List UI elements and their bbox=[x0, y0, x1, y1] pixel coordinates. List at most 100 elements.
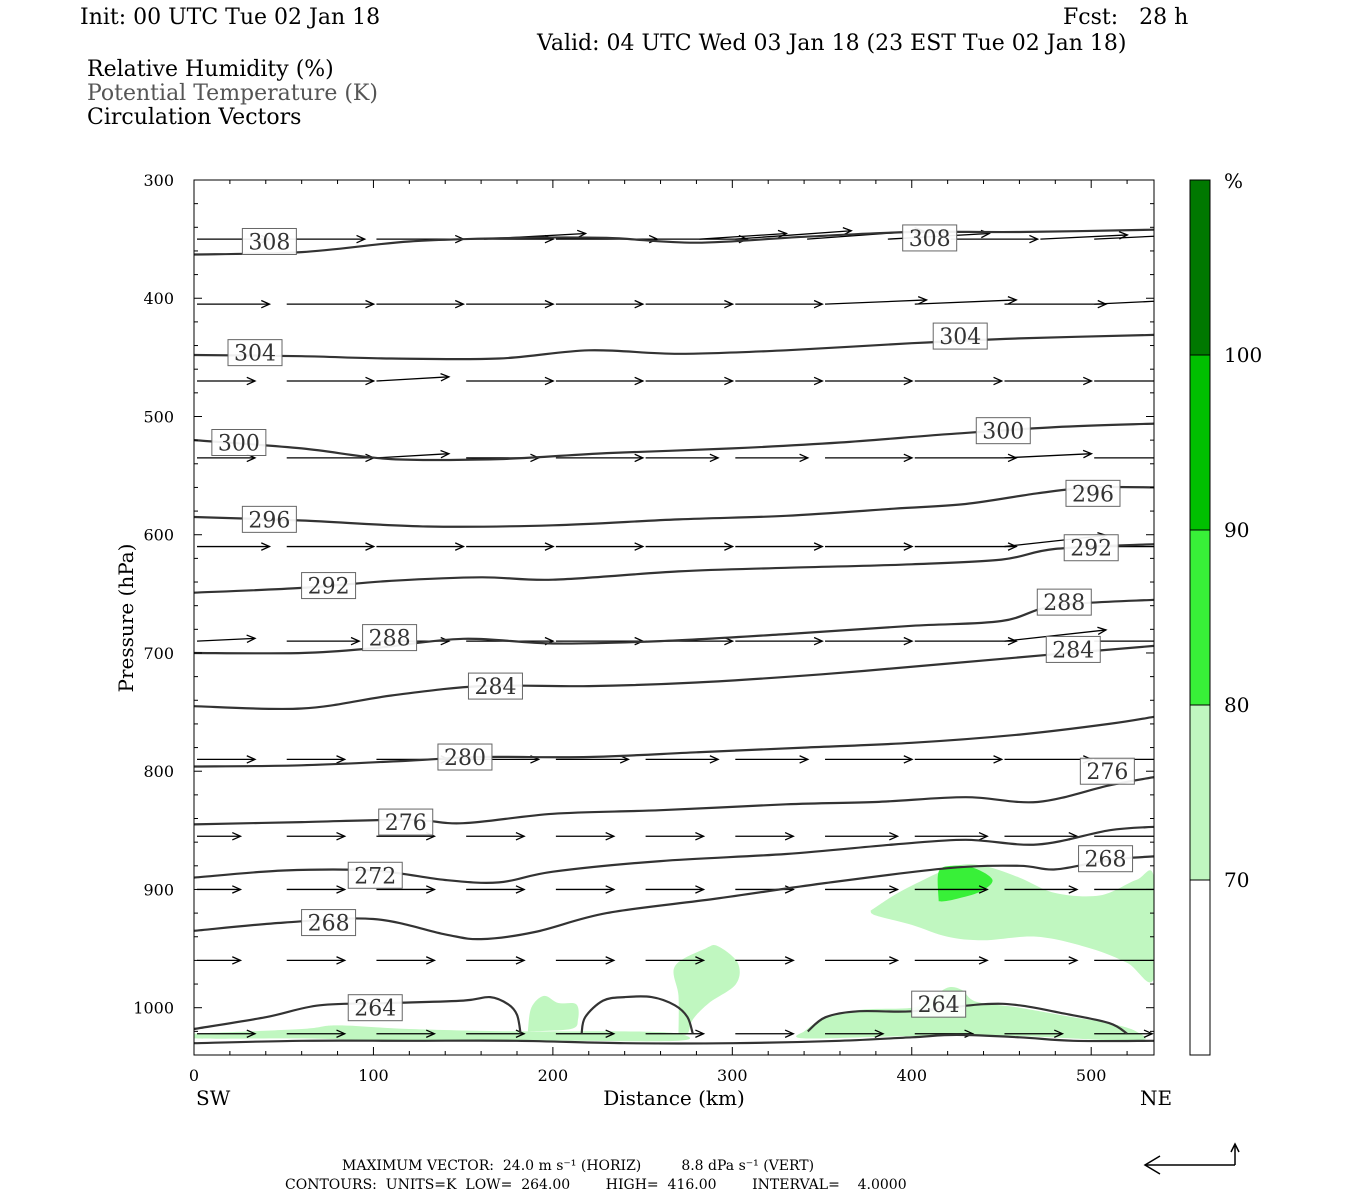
circulation-vector-86 bbox=[735, 831, 795, 841]
circulation-vector-120 bbox=[825, 1029, 885, 1038]
footer-contours: CONTOURS: UNITS=K LOW= 264.00 HIGH= 416.… bbox=[285, 1177, 907, 1193]
circulation-vector-68 bbox=[1094, 640, 1154, 642]
colorbar-level-80: 80 bbox=[1224, 693, 1249, 717]
circulation-vector-84 bbox=[555, 831, 616, 841]
svg-text:300: 300 bbox=[982, 420, 1024, 445]
contour-label-308-0-1: 308 bbox=[902, 224, 958, 252]
circulation-vector-95 bbox=[555, 885, 616, 894]
circulation-vector-34 bbox=[1004, 376, 1094, 386]
y-tick-label-900: 900 bbox=[143, 880, 174, 899]
theta-contour-264-14 bbox=[194, 1033, 1154, 1045]
circulation-vector-100 bbox=[1004, 885, 1079, 894]
y-axis-title: Pressure (hPa) bbox=[114, 544, 138, 693]
footer-max-vector: MAXIMUM VECTOR: 24.0 m s⁻¹ (HORIZ) 8.8 d… bbox=[342, 1158, 815, 1174]
valid-time: Valid: 04 UTC Wed 03 Jan 18 (23 EST Tue … bbox=[537, 31, 1127, 56]
svg-text:284: 284 bbox=[474, 675, 516, 700]
circulation-vector-115 bbox=[376, 1029, 437, 1038]
svg-text:304: 304 bbox=[234, 342, 276, 367]
circulation-vector-110 bbox=[914, 956, 989, 965]
circulation-vector-20 bbox=[735, 299, 824, 309]
circulation-vector-116 bbox=[466, 1029, 526, 1038]
contour-label-280-7-0: 280 bbox=[437, 743, 493, 771]
rh-region-70-2 bbox=[527, 995, 579, 1032]
contour-label-296-3-0: 296 bbox=[241, 505, 297, 533]
circulation-vector-13 bbox=[1094, 235, 1154, 240]
contour-label-292-4-0: 292 bbox=[301, 572, 357, 600]
circulation-vector-96 bbox=[645, 885, 706, 894]
circulation-vector-52 bbox=[645, 542, 735, 551]
circulation-vector-76 bbox=[825, 755, 914, 764]
svg-text:292: 292 bbox=[308, 575, 350, 600]
init-time: Init: 00 UTC Tue 02 Jan 18 bbox=[80, 5, 381, 30]
contour-label-300-2-1: 300 bbox=[975, 417, 1031, 445]
circulation-vector-65 bbox=[825, 636, 914, 646]
x-tick-label-500: 500 bbox=[1076, 1066, 1107, 1085]
circulation-vector-74 bbox=[645, 755, 720, 764]
circulation-vector-92 bbox=[286, 885, 347, 894]
x-tick-label-200: 200 bbox=[538, 1066, 569, 1085]
colorbar-swatch-3 bbox=[1189, 704, 1211, 881]
circulation-vector-122 bbox=[1004, 1029, 1065, 1038]
y-tick-label-1000: 1000 bbox=[133, 999, 174, 1018]
circulation-vector-54 bbox=[825, 542, 914, 551]
svg-text:288: 288 bbox=[369, 627, 411, 652]
svg-text:280: 280 bbox=[444, 746, 486, 771]
contour-label-272-9-0: 272 bbox=[347, 861, 403, 889]
circulation-vector-44 bbox=[914, 453, 1018, 463]
circulation-vector-121 bbox=[914, 1029, 975, 1038]
svg-text:268: 268 bbox=[1085, 848, 1127, 873]
circulation-vector-27 bbox=[376, 373, 451, 382]
circulation-vector-26 bbox=[286, 376, 376, 386]
circulation-vector-85 bbox=[645, 831, 706, 841]
circulation-vector-30 bbox=[645, 376, 735, 386]
theta-contour-264-13 bbox=[806, 1002, 1128, 1035]
contour-label-292-4-1: 292 bbox=[1063, 534, 1119, 562]
circulation-vector-33 bbox=[914, 376, 1004, 386]
theta-contour-280-7 bbox=[194, 715, 1154, 768]
svg-text:308: 308 bbox=[248, 230, 290, 255]
circulation-vector-18 bbox=[555, 299, 645, 309]
circulation-vector-41 bbox=[645, 453, 720, 463]
svg-text:296: 296 bbox=[1072, 482, 1114, 507]
circulation-vector-64 bbox=[735, 636, 824, 646]
circulation-vector-66 bbox=[914, 636, 1018, 646]
x-tick-label-0: 0 bbox=[189, 1066, 199, 1085]
circulation-vector-88 bbox=[914, 831, 989, 841]
circulation-vector-51 bbox=[555, 542, 645, 551]
circulation-vector-15 bbox=[286, 299, 376, 309]
circulation-vector-94 bbox=[466, 885, 526, 894]
svg-text:276: 276 bbox=[1086, 760, 1128, 785]
circulation-vector-114 bbox=[286, 1029, 347, 1038]
contour-label-300-2-0: 300 bbox=[211, 429, 267, 457]
circulation-vector-87 bbox=[825, 831, 900, 841]
svg-text:288: 288 bbox=[1043, 591, 1085, 616]
field-relative-humidity: Relative Humidity (%) bbox=[87, 57, 334, 82]
svg-text:308: 308 bbox=[909, 227, 951, 252]
circulation-vector-58 bbox=[196, 634, 257, 643]
circulation-vector-93 bbox=[376, 885, 437, 894]
circulation-vector-21 bbox=[825, 296, 929, 305]
svg-text:264: 264 bbox=[918, 993, 960, 1018]
y-tick-label-600: 600 bbox=[143, 526, 174, 545]
circulation-vector-45 bbox=[1004, 449, 1094, 459]
contour-label-276-8-1: 276 bbox=[1079, 757, 1135, 785]
circulation-vector-25 bbox=[197, 376, 257, 386]
x-tick-label-100: 100 bbox=[358, 1066, 389, 1085]
circulation-vector-29 bbox=[555, 376, 645, 386]
y-tick-label-500: 500 bbox=[143, 407, 174, 426]
circulation-vector-22 bbox=[914, 296, 1018, 305]
circulation-vector-108 bbox=[735, 956, 795, 965]
forecast-hour: Fcst: 28 h bbox=[1063, 5, 1189, 30]
svg-text:296: 296 bbox=[248, 508, 290, 533]
colorbar-swatch-0 bbox=[1189, 179, 1211, 356]
circulation-vector-99 bbox=[914, 885, 989, 894]
svg-text:300: 300 bbox=[218, 432, 260, 457]
theta-contour-268-10 bbox=[194, 855, 1154, 941]
circulation-vector-80 bbox=[197, 831, 243, 841]
circulation-vector-106 bbox=[555, 956, 616, 965]
circulation-vector-46 bbox=[1094, 457, 1154, 459]
circulation-vector-19 bbox=[645, 299, 735, 309]
svg-text:276: 276 bbox=[385, 811, 427, 836]
contour-label-308-0-0: 308 bbox=[241, 227, 297, 255]
theta-contour-288-5 bbox=[194, 598, 1154, 655]
